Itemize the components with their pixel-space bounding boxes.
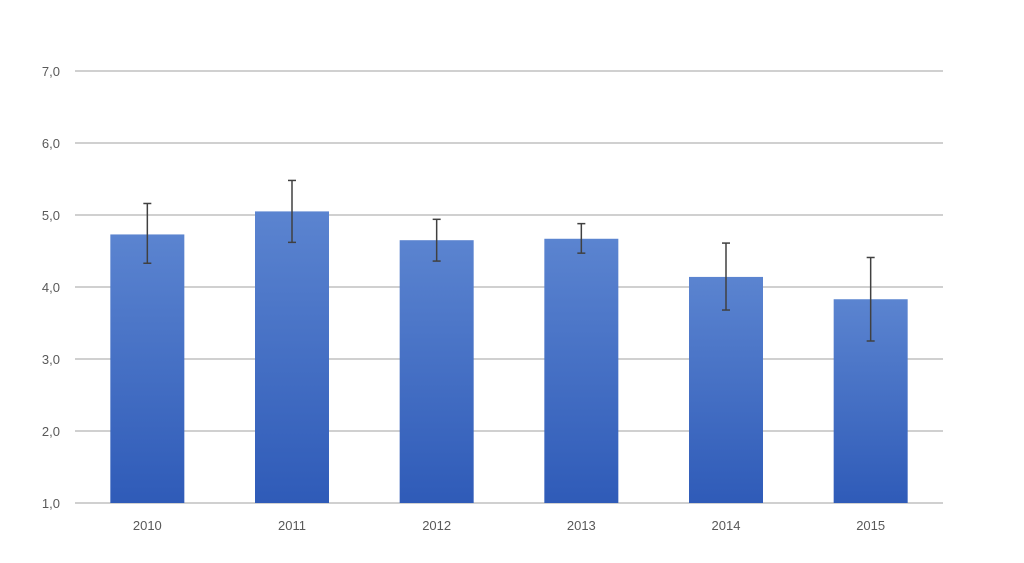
gridlines <box>75 70 943 504</box>
y-tick-label: 1,0 <box>42 496 60 511</box>
error-bar-2012 <box>432 218 441 262</box>
x-tick-label: 2010 <box>133 518 162 533</box>
x-tick-label: 2015 <box>856 518 885 533</box>
bar-2013 <box>544 238 619 503</box>
x-tick-label: 2012 <box>422 518 451 533</box>
y-tick-label: 6,0 <box>42 136 60 151</box>
y-tick-label: 7,0 <box>42 64 60 79</box>
bar-2010 <box>110 234 185 503</box>
x-tick-label: 2011 <box>278 518 306 533</box>
y-tick-label: 2,0 <box>42 424 60 439</box>
bar-2011 <box>255 211 329 503</box>
y-tick-label: 4,0 <box>42 280 60 295</box>
error-bars <box>143 179 875 342</box>
bars <box>110 211 908 503</box>
x-tick-label: 2014 <box>712 518 741 533</box>
error-bar-2014 <box>722 242 730 311</box>
y-tick-label: 3,0 <box>42 352 60 367</box>
y-axis-ticks: 1,0 2,0 3,0 4,0 5,0 6,0 7,0 <box>42 64 60 511</box>
x-tick-label: 2013 <box>567 518 596 533</box>
x-axis-ticks: 2010 2011 2012 2013 2014 2015 <box>133 518 885 533</box>
bar-2014 <box>689 276 763 503</box>
error-bar-2013 <box>577 222 586 254</box>
error-bar-2015 <box>866 256 875 342</box>
bar-2012 <box>399 240 474 503</box>
y-tick-label: 5,0 <box>42 208 60 223</box>
error-bar-2010 <box>143 202 152 264</box>
error-bar-2011 <box>288 179 296 244</box>
